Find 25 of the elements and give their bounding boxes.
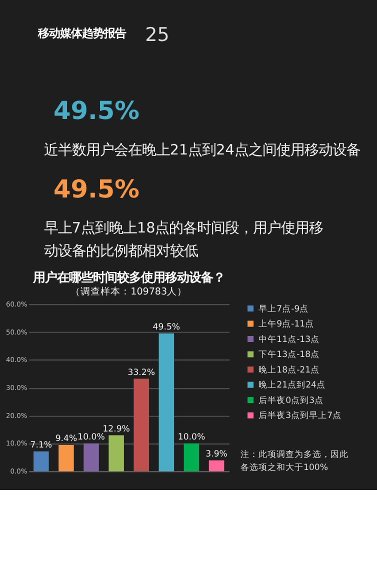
data-label: 9.4% (55, 434, 78, 444)
legend-label: 早上7点-9点 (258, 303, 309, 314)
data-label: 10.0% (78, 432, 105, 443)
text: 早上7点到晚上18点的各时间段，用户使用移动设备的比例都相对较低 (44, 220, 324, 260)
text: 25 (145, 24, 170, 46)
data-label: 10.0% (178, 432, 206, 443)
chart-subtitle: （调查样本：109783人） (70, 286, 188, 298)
legend-label: 后半夜0点到3点 (258, 394, 324, 406)
legend-label: 下午13点-18点 (258, 349, 320, 360)
data-label: 49.5% (152, 322, 180, 333)
text: 49.5% (53, 174, 140, 204)
data-label: 33.2% (128, 368, 156, 378)
legend-label: 晚上18点-21点 (258, 364, 320, 376)
legend-label: 晚上21点到24点 (258, 380, 326, 391)
data-label: 3.9% (206, 450, 228, 460)
text: 移动媒体趋势报告 (37, 26, 126, 40)
legend-label: 中午11点-13点 (258, 334, 320, 345)
data-label: 12.9% (102, 424, 130, 434)
legend-label: 上午9点-11点 (258, 318, 314, 330)
text: 注：此项调查为多选，因此各选项之和大于100% (240, 448, 349, 474)
chart-title: 用户在哪些时间较多使用移动设备？ (32, 269, 225, 284)
text: 近半数用户会在晚上21点到24点之间使用移动设备 (44, 142, 360, 158)
text: 49.5% (53, 96, 140, 126)
data-label: 7.1% (30, 440, 52, 451)
legend-label: 后半夜3点到早上7点 (258, 410, 342, 422)
